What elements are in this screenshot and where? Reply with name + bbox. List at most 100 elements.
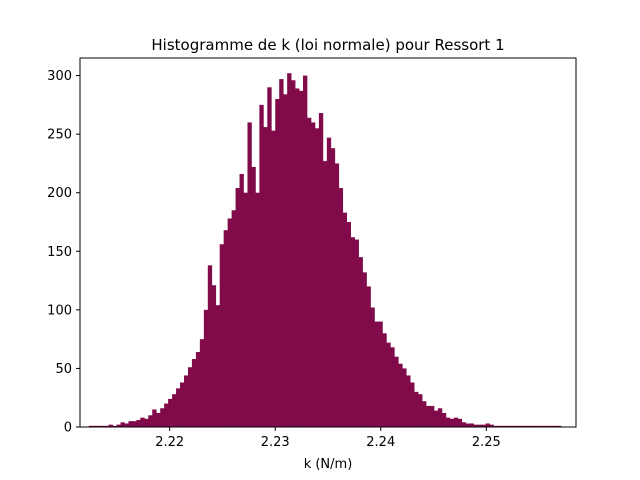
x-tick-label: 2.22 [155,435,184,450]
histogram-bar [144,418,149,427]
histogram-bar [537,425,542,427]
y-tick-label: 50 [55,362,72,377]
histogram-bar [112,425,117,427]
y-tick-label: 200 [47,186,72,201]
histogram-bar [140,417,145,427]
histogram-bar [318,113,324,428]
histogram-bar [124,423,129,427]
histogram-bar [509,425,514,427]
histogram-bar [314,128,320,428]
histogram-bar [374,321,379,427]
histogram-bar [199,339,205,427]
histogram-bar [183,375,189,427]
histogram-bar [310,122,316,427]
histogram-bar [549,425,554,427]
histogram-bar [457,418,463,427]
histogram-bar [259,104,264,427]
y-tick-label: 300 [47,69,72,84]
histogram-bar [406,375,411,427]
histogram-bar [390,347,395,427]
histogram-bar [426,405,431,427]
histogram-bar [437,408,443,427]
histogram-bar [497,425,502,427]
histogram-bar [195,352,201,427]
histogram-bar [231,210,236,427]
histogram-bar [243,192,248,427]
histogram-bar [120,422,125,427]
histogram-bar [172,394,177,427]
histogram-bar [152,409,157,427]
x-axis-label: k (N/m) [304,457,353,472]
histogram-bar [176,388,181,427]
histogram-bar [287,73,292,427]
histogram-bar [517,425,522,427]
histogram-bar [211,285,217,427]
histogram-bar [322,161,328,428]
histogram-bar [223,230,228,427]
histogram-bar [366,286,371,427]
y-axis-ticks: 0 50 100 150 200 250 300 [47,69,80,436]
histogram-bar [156,412,161,427]
y-tick-label: 150 [47,245,72,260]
histogram-bar [247,122,252,427]
histogram-bar [477,424,482,427]
histogram-bar [235,188,240,427]
y-tick-label: 0 [64,421,72,436]
histogram-bar [255,192,260,427]
histogram-bar [271,130,276,427]
histogram-bar [394,356,399,427]
histogram-bar [370,307,375,427]
x-axis-ticks: 2.22 2.23 2.24 2.25 [155,427,501,450]
histogram-bar [402,368,407,427]
histogram-bar [92,425,98,427]
histogram-bar [350,237,355,427]
histogram-bar [358,257,363,427]
histogram-bar [489,424,494,427]
histogram-bar [251,166,256,427]
histogram-bar [207,265,213,427]
histogram-bar [398,363,403,427]
histogram-bar [283,94,288,428]
histogram-bar [275,99,280,427]
histogram-bar [203,309,209,427]
histogram-bar [279,79,284,427]
histogram-bar [422,401,427,427]
histogram-bar [433,410,439,427]
histogram-bar [465,423,471,427]
histogram-bar [96,425,102,427]
histogram-bar [148,415,153,427]
histogram-bar [473,424,478,427]
histogram-bar [445,417,451,427]
histogram-bar [529,425,534,427]
histogram-bar [461,422,467,427]
histogram-bar [362,272,367,427]
histogram-bar [219,244,225,427]
histogram-bar [541,425,546,427]
histogram-bar [553,425,558,427]
histogram-bar [525,425,530,427]
histogram-bar [410,382,415,427]
histogram-bar [227,218,232,427]
histogram-bar [545,425,550,427]
histogram-bar [326,137,332,427]
histogram-bar [108,424,113,427]
histogram-bar [378,321,383,427]
histogram-bar [342,212,348,427]
histogram-bar [239,173,244,427]
x-tick-label: 2.25 [472,435,501,450]
histogram-bar [481,424,486,427]
histogram-bar [501,425,506,427]
histogram-bars [88,73,562,428]
y-tick-label: 250 [47,128,72,143]
histogram-bar [104,425,109,427]
histogram-bar [556,425,562,427]
histogram-bar [469,423,475,427]
histogram-bar [160,408,165,427]
histogram-bar [418,394,423,427]
histogram-bar [187,367,193,427]
y-tick-label: 100 [47,303,72,318]
histogram-bar [295,88,300,427]
histogram-bar [493,425,498,427]
histogram-bar [191,359,197,427]
